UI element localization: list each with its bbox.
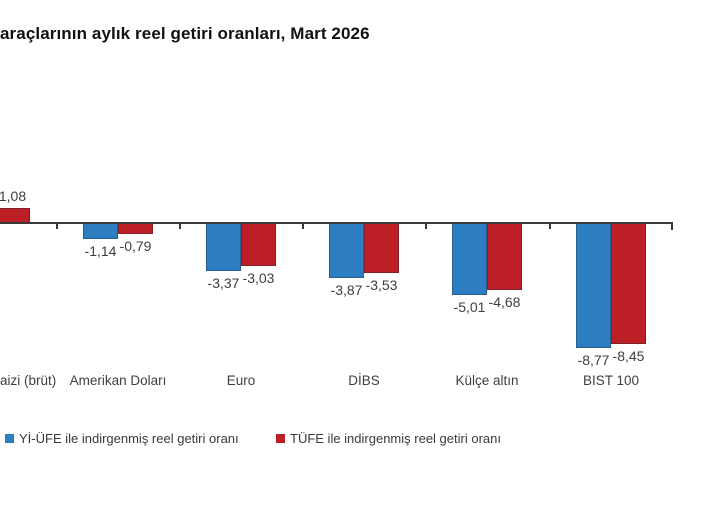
x-axis-tick bbox=[56, 224, 58, 229]
bar-series1-2 bbox=[241, 223, 276, 267]
value-label: -5,01 bbox=[453, 298, 486, 315]
bar-series1-5 bbox=[611, 223, 646, 344]
category-label: Amerikan Doları bbox=[69, 373, 167, 388]
bar-series0-2 bbox=[206, 223, 241, 272]
category-label: BIST 100 bbox=[582, 373, 640, 388]
bar-series1-3 bbox=[364, 223, 399, 274]
legend-swatch-yiufe-icon bbox=[5, 433, 14, 443]
legend-label-tufe: TÜFE ile indirgenmiş reel getiri oranı bbox=[290, 430, 501, 446]
bar-series0-1 bbox=[83, 223, 118, 240]
value-label: -8,77 bbox=[577, 352, 610, 369]
category-label: aizi (brüt) bbox=[0, 373, 57, 388]
x-axis-tick bbox=[302, 224, 304, 229]
category-label: Külçe altın bbox=[455, 373, 519, 388]
bar-series1-0 bbox=[0, 207, 30, 223]
x-axis-tick bbox=[549, 224, 551, 229]
category-label: DİBS bbox=[348, 373, 380, 388]
value-label: -0,79 bbox=[119, 238, 152, 255]
value-label: -3,37 bbox=[207, 275, 240, 292]
x-axis-tick bbox=[671, 224, 673, 230]
value-label: -1,14 bbox=[84, 243, 117, 260]
legend-label-yiufe: Yİ-ÜFE ile indirgenmiş reel getiri oranı bbox=[19, 430, 239, 446]
value-label: -3,53 bbox=[365, 277, 398, 294]
value-label: -4,68 bbox=[488, 293, 521, 310]
bar-series1-4 bbox=[487, 223, 522, 290]
legend-item-tufe: TÜFE ile indirgenmiş reel getiri oranı bbox=[276, 429, 501, 447]
value-label: -3,03 bbox=[242, 270, 275, 287]
legend-swatch-tufe-icon bbox=[276, 433, 285, 443]
value-label: -3,87 bbox=[330, 282, 363, 299]
legend-item-yiufe: Yİ-ÜFE ile indirgenmiş reel getiri oranı bbox=[5, 429, 239, 447]
chart-legend: Yİ-ÜFE ile indirgenmiş reel getiri oranı… bbox=[0, 429, 720, 447]
x-axis-tick bbox=[425, 224, 427, 229]
bar-series1-1 bbox=[118, 223, 153, 235]
bar-series0-3 bbox=[329, 223, 364, 279]
chart-title: araçlarının aylık reel getiri oranları, … bbox=[0, 24, 370, 43]
bar-series0-5 bbox=[576, 223, 611, 349]
bar-series0-4 bbox=[452, 223, 487, 295]
x-axis-tick bbox=[179, 224, 181, 229]
x-axis-line bbox=[0, 222, 673, 224]
value-label: -8,45 bbox=[612, 347, 645, 364]
value-label: 1,08 bbox=[0, 187, 27, 204]
category-label: Euro bbox=[226, 373, 256, 388]
